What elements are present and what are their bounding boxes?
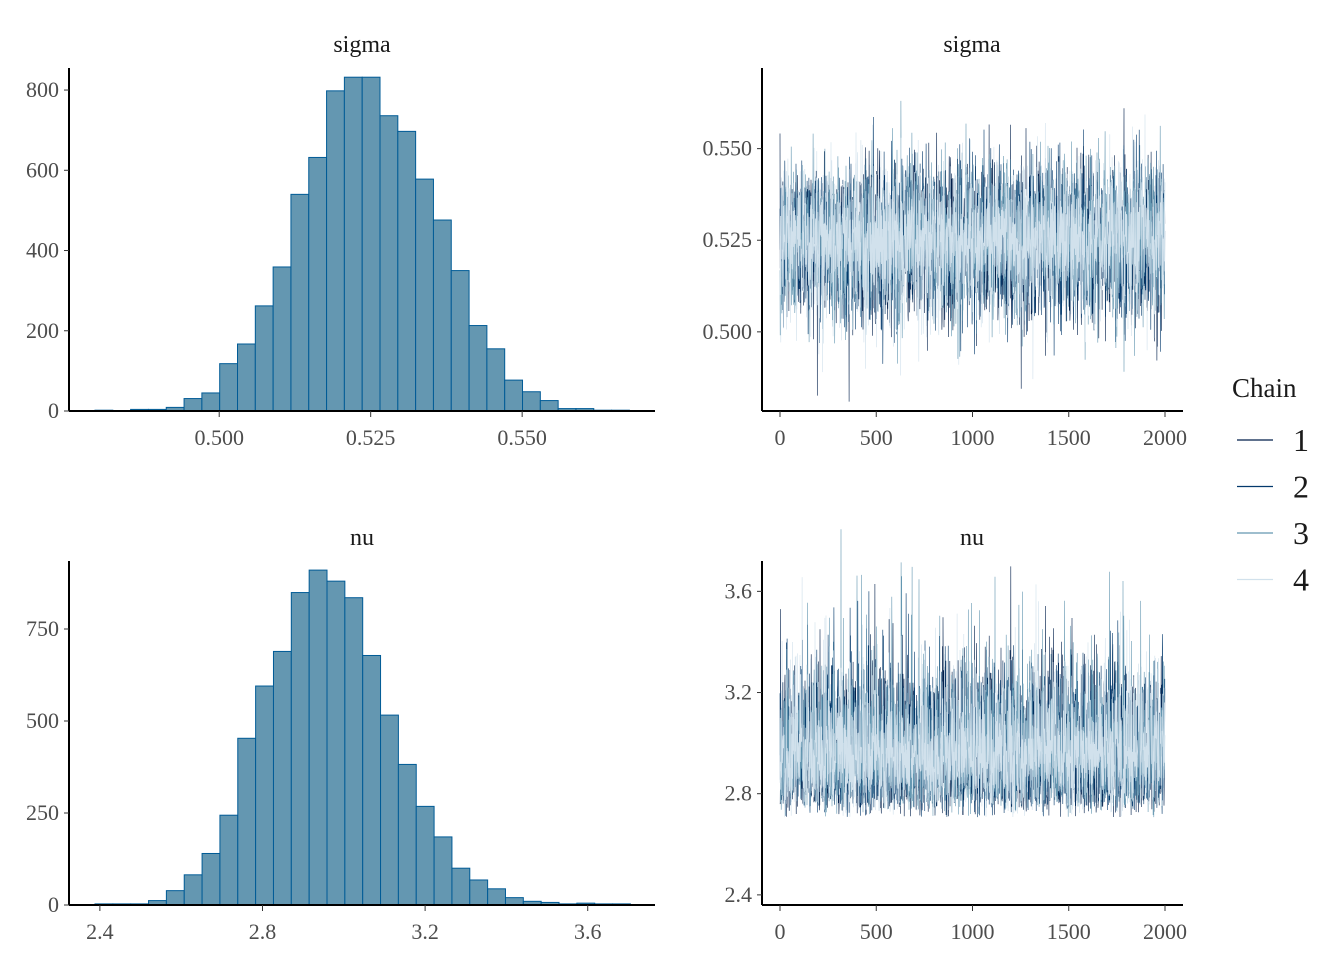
histogram-bar [343,76,363,412]
histogram-bar [433,836,453,906]
histogram-bar [504,379,524,412]
histogram-bar [504,897,524,906]
legend-label: 1 [1293,422,1309,458]
histogram-bar [183,398,203,412]
legend-item-chain-3: 3 [1237,515,1309,551]
histogram-bar [451,867,471,906]
x-tick-label: 2.4 [86,919,114,944]
histogram-bar [237,737,257,906]
histogram-bar [255,685,274,906]
histogram-bar [308,156,328,412]
histogram-bar [486,348,506,412]
legend-item-chain-2: 2 [1237,469,1309,505]
histogram-bar [165,890,185,906]
histogram-bar [326,90,345,412]
x-tick-label: 3.6 [574,919,602,944]
histogram-bar [308,569,328,906]
x-tick-label: 1500 [1047,919,1091,944]
histogram-bar [326,580,346,906]
histogram-bar [432,219,452,412]
legend-title: Chain [1232,373,1297,403]
histogram-bar [415,178,434,412]
x-tick-label: 1500 [1047,425,1091,450]
histogram-bar [183,874,203,906]
histogram-bar [201,392,221,412]
trace-chain-4 [779,114,1166,380]
panel-title: sigma [943,32,1001,58]
x-tick-label: 2000 [1143,425,1187,450]
legend-label: 4 [1293,562,1309,598]
x-tick-label: 0.500 [194,425,244,450]
histogram-bar [487,888,506,906]
y-tick-label: 400 [26,238,59,263]
histogram-bar [272,266,292,412]
y-tick-label: 200 [26,318,59,343]
trace-chain-4 [779,577,1166,818]
x-tick-label: 500 [860,425,893,450]
histogram-bar [219,363,239,412]
histogram-bar [397,130,417,412]
y-tick-label: 0.500 [703,319,753,344]
histogram-bar [522,391,541,412]
panel-title: nu [350,525,374,551]
y-tick-label: 0.550 [703,136,753,161]
histogram-bar [219,814,239,906]
panel-nu-histogram: nu 0 250 500 750 2.4 2.8 3.2 3.6 [26,525,655,944]
panel-title: nu [960,525,984,551]
x-tick-label: 0 [775,919,786,944]
histogram-bar [380,714,399,906]
x-tick-label: 1000 [951,919,995,944]
y-tick-label: 0.525 [703,227,753,252]
histogram-bar [254,305,274,412]
histogram-bar [539,400,559,412]
legend-label: 2 [1293,469,1309,505]
histogram-bar [469,879,489,906]
panel-title: sigma [333,32,391,58]
histogram-bar [361,76,381,412]
histogram-bar [201,852,221,906]
y-tick-label: 0 [48,398,59,423]
histogram-bar [450,270,470,412]
y-tick-label: 600 [26,157,59,182]
histogram-bar [362,654,382,906]
y-tick-label: 3.2 [725,680,753,705]
histogram-bar [397,763,417,906]
histogram-bar [290,592,310,906]
histogram-bar [290,193,310,412]
y-tick-label: 2.4 [725,882,753,907]
legend: Chain 1 2 3 4 [1232,373,1309,598]
panel-sigma-trace: sigma 0.500 0.525 0.550 0 500 1000 1500 2000 [703,32,1188,450]
y-tick-label: 0 [48,892,59,917]
histogram-bar [415,805,435,906]
legend-label: 3 [1293,515,1309,551]
x-tick-label: 2000 [1143,919,1187,944]
x-tick-label: 0 [775,425,786,450]
panel-nu-trace: nu 2.4 2.8 3.2 3.6 0 500 1000 1500 2000 [725,525,1188,944]
histogram-bar [237,343,256,412]
legend-item-chain-1: 1 [1237,422,1309,458]
x-tick-label: 2.8 [249,919,277,944]
histogram-bar [379,115,399,412]
y-tick-label: 2.8 [725,781,753,806]
x-tick-label: 0.550 [497,425,547,450]
histogram-bar [468,325,488,412]
x-tick-label: 3.2 [411,919,439,944]
histogram-bar [344,597,364,906]
x-tick-label: 1000 [951,425,995,450]
histogram-bar [272,650,292,906]
legend-item-chain-4: 4 [1237,562,1309,598]
y-tick-label: 250 [26,800,59,825]
x-tick-label: 500 [860,919,893,944]
x-tick-label: 0.525 [346,425,396,450]
y-tick-label: 750 [26,616,59,641]
y-tick-label: 800 [26,77,59,102]
y-tick-label: 500 [26,708,59,733]
y-tick-label: 3.6 [725,578,753,603]
panel-sigma-histogram: sigma 0 200 400 600 800 0.500 0.525 0.550 [26,32,655,450]
trace-chain-3 [779,529,1166,818]
